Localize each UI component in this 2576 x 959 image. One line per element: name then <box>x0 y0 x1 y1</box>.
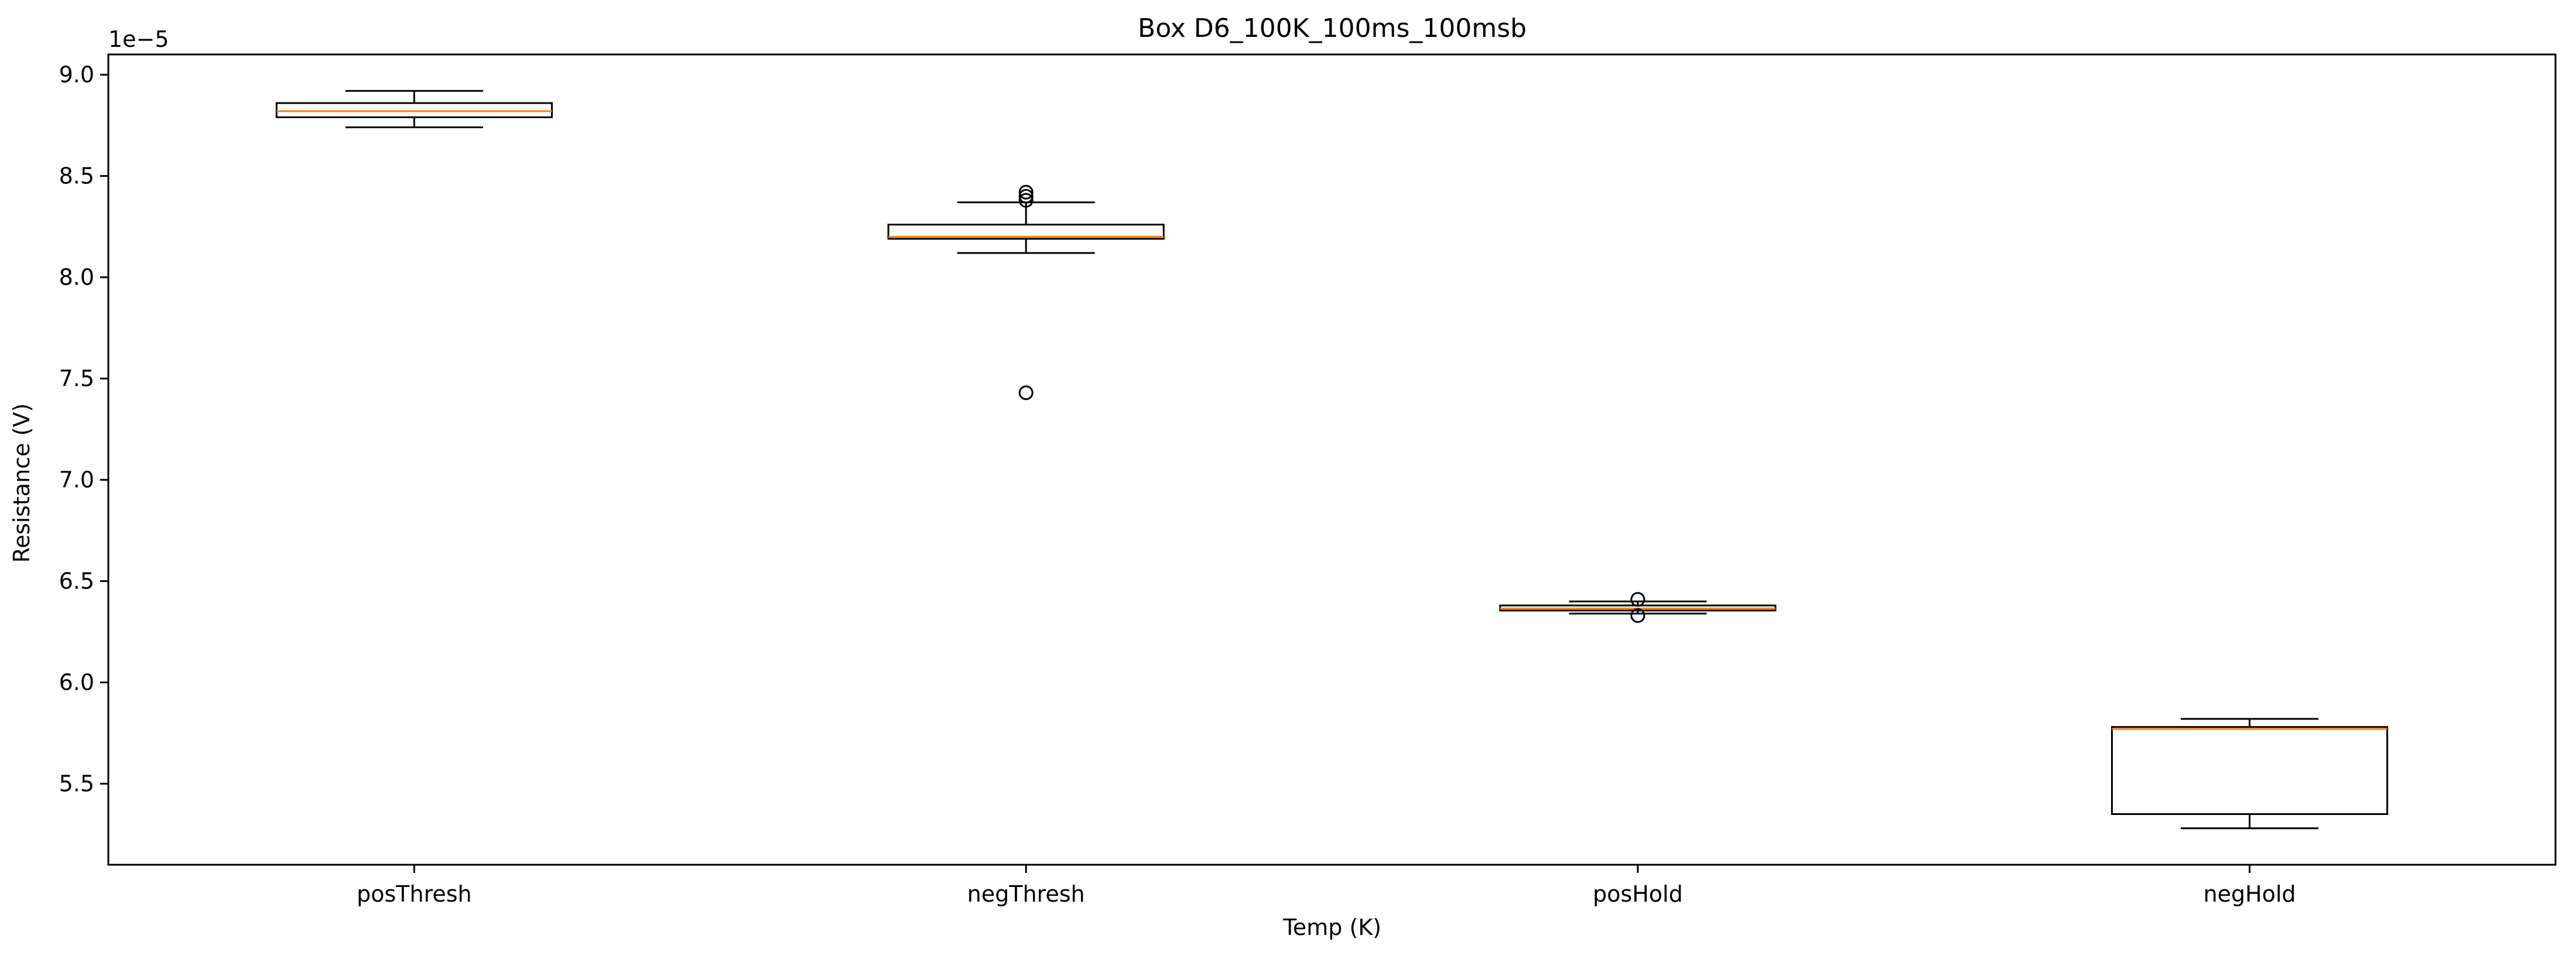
y-tick-label: 6.0 <box>59 670 94 696</box>
plot-area: 5.5 6.0 6.5 7.0 7.5 8.0 8.5 9.0 posThresh negThre… <box>59 62 2389 907</box>
box-negHold <box>2111 726 2389 815</box>
y-tick-label: 8.0 <box>59 265 94 290</box>
y-tick-label: 7.0 <box>59 467 94 493</box>
outlier-point <box>1018 385 1034 400</box>
y-axis-label: Resistance (V) <box>9 403 35 563</box>
outlier-point <box>1018 193 1034 208</box>
y-tick-label: 7.5 <box>59 366 94 392</box>
y-tick-label: 9.0 <box>59 62 94 88</box>
outlier-point <box>1018 184 1034 200</box>
y-tick-label: 6.5 <box>59 568 94 594</box>
outlier-point <box>1018 189 1034 204</box>
outlier-point <box>1630 592 1646 607</box>
box-negThresh <box>887 224 1165 240</box>
y-offset-label: 1e−5 <box>108 26 169 52</box>
box-posThresh <box>275 102 553 118</box>
x-tick-label: negHold <box>2204 881 2296 907</box>
axes-frame <box>107 53 2557 866</box>
y-tick-label: 5.5 <box>59 771 94 797</box>
x-tick-label: negThresh <box>967 881 1085 907</box>
y-tick-label: 8.5 <box>59 163 94 189</box>
x-tick-label: posThresh <box>357 881 472 907</box>
outlier-point <box>1630 608 1646 623</box>
x-axis-label: Temp (K) <box>1282 915 1381 940</box>
x-tick-label: posHold <box>1593 881 1683 907</box>
chart-title: Box D6_100K_100ms_100msb <box>1138 13 1527 43</box>
